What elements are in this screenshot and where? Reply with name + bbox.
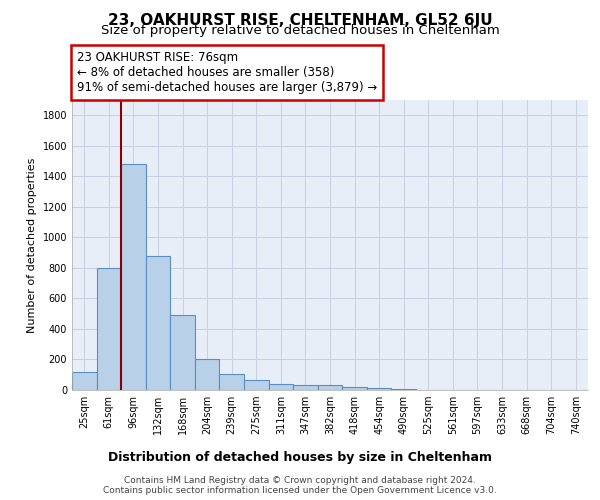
Bar xyxy=(269,384,293,390)
Bar xyxy=(342,387,367,390)
Bar xyxy=(97,268,121,390)
Bar xyxy=(220,374,244,390)
Text: Size of property relative to detached houses in Cheltenham: Size of property relative to detached ho… xyxy=(101,24,499,37)
Bar xyxy=(170,315,195,390)
Bar xyxy=(72,372,97,390)
Y-axis label: Number of detached properties: Number of detached properties xyxy=(27,158,37,332)
Text: Distribution of detached houses by size in Cheltenham: Distribution of detached houses by size … xyxy=(108,451,492,464)
Bar xyxy=(146,256,170,390)
Bar xyxy=(367,388,391,390)
Bar xyxy=(391,389,416,390)
Text: 23 OAKHURST RISE: 76sqm
← 8% of detached houses are smaller (358)
91% of semi-de: 23 OAKHURST RISE: 76sqm ← 8% of detached… xyxy=(77,51,377,94)
Bar xyxy=(318,386,342,390)
Bar xyxy=(195,360,220,390)
Bar xyxy=(293,384,318,390)
Text: Contains HM Land Registry data © Crown copyright and database right 2024.
Contai: Contains HM Land Registry data © Crown c… xyxy=(103,476,497,495)
Bar xyxy=(244,380,269,390)
Bar xyxy=(121,164,146,390)
Text: 23, OAKHURST RISE, CHELTENHAM, GL52 6JU: 23, OAKHURST RISE, CHELTENHAM, GL52 6JU xyxy=(107,12,493,28)
